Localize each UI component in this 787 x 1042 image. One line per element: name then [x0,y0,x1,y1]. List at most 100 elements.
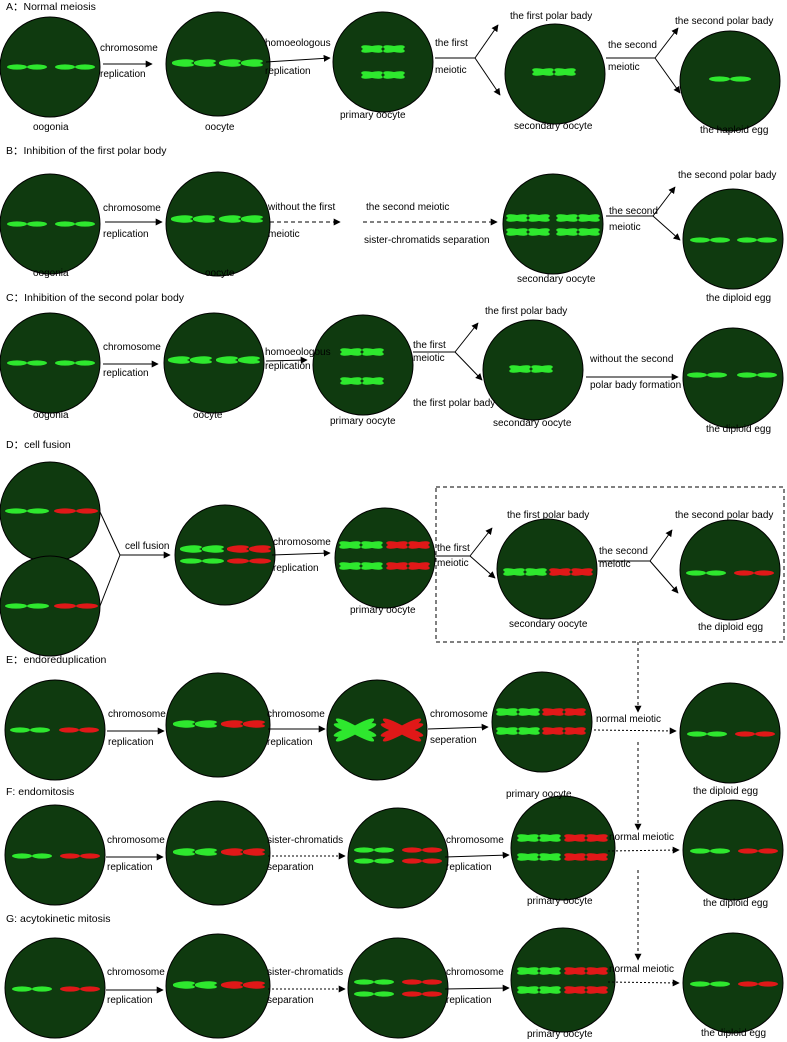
chromatid [386,562,408,570]
chromatid [192,215,215,221]
chromatid [249,558,271,564]
chromatid [374,858,394,864]
chromatid [706,570,726,576]
label-replication: replication [108,737,154,748]
label-second-meiotic: the second meiotic [366,202,449,213]
label-homoeologous: homoeologous [265,38,331,49]
chromatid [687,372,707,378]
chromatid [518,727,540,735]
cell [326,679,428,781]
section-c-title: C：Inhibition of the second polar body [6,292,185,304]
chromatid [242,720,265,726]
chromatid [340,377,362,385]
label-chromosome: chromosome [446,835,504,846]
label-normal-meiotic: normal meiotic [609,964,674,975]
label-meiotic: meiotic [268,229,300,240]
arrow [454,351,483,381]
chromatid [586,853,608,861]
cell-body [682,932,784,1034]
cell-body [682,799,784,901]
cell-body [4,679,106,781]
chromatid [586,967,608,975]
chromatid [408,562,430,570]
label-primary-oocyte: primary oocyte [506,789,572,800]
cell [334,507,436,609]
chromatid [76,508,98,514]
label-secondary-oocyte: secondary oocyte [517,274,596,285]
label-primary-oocyte: primary oocyte [527,1029,593,1040]
cell-body [163,312,265,414]
label-diploid-egg: the diploid egg [698,622,763,633]
label-separation: separation [267,995,314,1006]
label-diploid-egg: the diploid egg [693,786,758,797]
chromatid [738,981,758,987]
chromatid [754,570,774,576]
cell-body [347,807,449,909]
label-sister-separation: sister-chromatids separation [364,235,490,246]
chromatid [578,214,600,222]
cell-body [679,30,781,132]
label-second-polar-bady: the second polar bady [675,16,773,27]
chromatid [172,983,195,989]
chromatid [361,45,383,53]
arrow [652,186,676,217]
section-d-title: D：cell fusion [6,439,71,451]
chromatid [27,603,49,609]
cell [312,314,414,416]
cell [174,504,276,606]
chromatid [75,360,95,366]
chromatid [506,214,528,222]
chromatid [738,848,758,854]
label-chromosome: chromosome [103,342,161,353]
chromatid [220,722,243,728]
label-the-second: the second [599,546,648,557]
label-replication: replication [446,995,492,1006]
chromatid [218,61,241,67]
chromatid [202,558,224,564]
label-diploid-egg: the diploid egg [703,898,768,909]
label-the-first: the first [437,543,470,554]
cell-body [682,327,784,429]
chromatid [402,847,422,853]
arrow [265,356,308,364]
label-diploid-egg: the diploid egg [706,424,771,435]
cell-body [165,800,271,906]
chromatid [248,545,271,551]
chromatid [361,71,383,79]
chromatid [374,991,394,997]
chromatid [758,981,778,987]
label-primary-oocyte: primary oocyte [527,896,593,907]
label-first-polar-bady: the first polar bady [507,510,589,521]
cell-body [165,933,271,1039]
chromatid [193,59,216,65]
cell-body [0,16,101,118]
chromatid [339,562,361,570]
chromatid [201,545,224,551]
chromatid [220,850,243,856]
cell [0,173,101,275]
arrow [649,529,673,562]
cell [165,933,271,1039]
chromatid [354,847,374,853]
arrow [593,727,677,735]
chromatid [189,356,212,362]
label-meiotic: meiotic [608,62,640,73]
label-meiotic: meiotic [413,353,445,364]
label-primary-oocyte: primary oocyte [330,416,396,427]
chromatid [556,214,578,222]
chromatid [402,979,422,985]
chromatid [172,722,195,728]
arrow [271,549,331,557]
label-oocyte: oocyte [205,122,235,133]
section-f-title: F: endomitosis [6,786,74,798]
arrow [652,215,681,241]
arrow [444,851,510,859]
label-oogonia: oogonia [33,410,69,421]
chromatid [757,237,777,243]
arrow [474,57,501,96]
arrow [427,723,489,731]
cell [347,807,449,909]
section-a-title: A：Normal meiosis [6,1,96,13]
chromatid [240,59,263,65]
label-diploid-egg: the diploid egg [701,1028,766,1039]
